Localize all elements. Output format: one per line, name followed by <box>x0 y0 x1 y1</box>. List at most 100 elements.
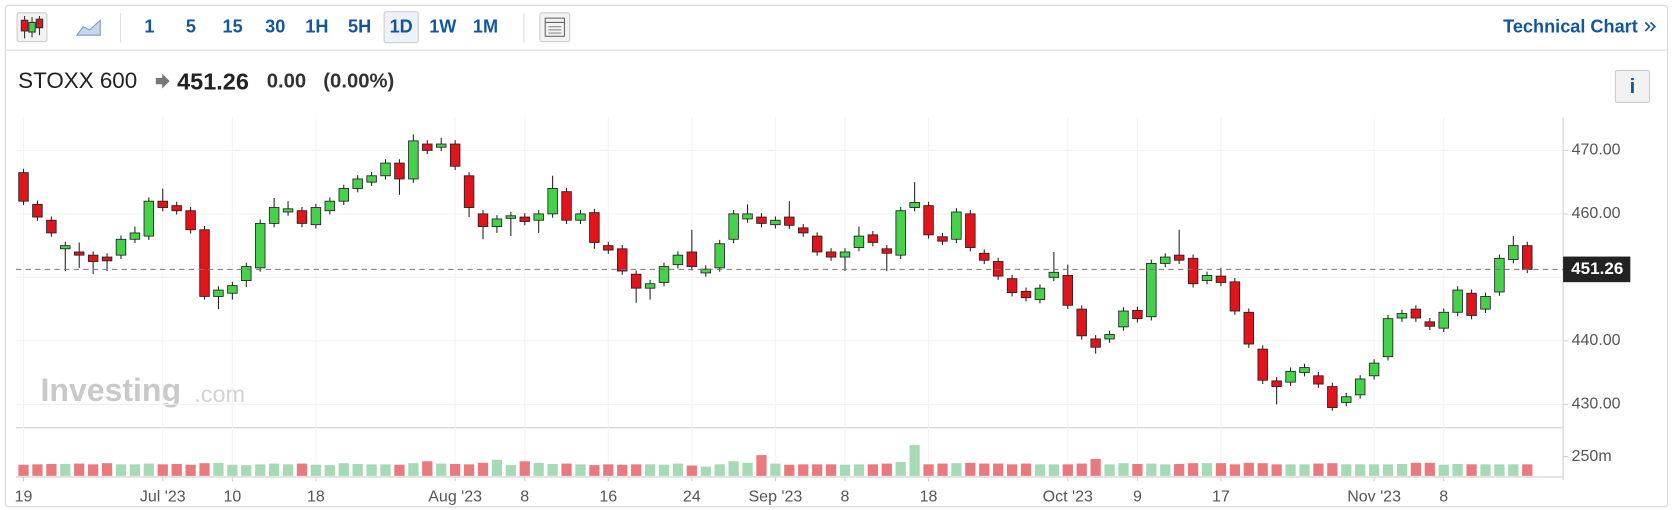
x-tick-label: 9 <box>1133 488 1142 505</box>
candle-icon[interactable] <box>16 12 48 43</box>
volume-bar <box>951 463 962 476</box>
volume-bar <box>853 464 865 476</box>
volume-bar <box>589 465 600 476</box>
link-chevrons[interactable] <box>1644 21 1657 32</box>
volume-bar <box>157 464 168 476</box>
info-button[interactable] <box>1614 69 1651 103</box>
x-tick-label: 16 <box>599 488 617 505</box>
candle-body <box>1020 290 1032 299</box>
volume-bar <box>825 464 837 476</box>
volume-bar <box>575 464 586 476</box>
volume-bar <box>1243 462 1254 476</box>
volume-bar <box>199 463 210 476</box>
candle-body <box>1271 380 1282 388</box>
x-tick-label: Aug '23 <box>428 488 482 505</box>
volume-bar <box>1355 464 1366 476</box>
candle-body <box>296 210 308 224</box>
interval-buttons: 1 5 15 30 1H 5H 1D 1W 1M <box>144 11 498 44</box>
x-tick-label: 19 <box>15 488 33 505</box>
volume-bar <box>1313 463 1324 476</box>
candle-body <box>672 254 684 266</box>
candle-body <box>352 178 363 189</box>
volume-bar <box>255 464 266 476</box>
candle-body <box>937 236 948 242</box>
candle-body <box>115 238 127 256</box>
volume-bar <box>1104 464 1115 476</box>
volume-bar <box>1229 464 1240 476</box>
volume-bar <box>1341 464 1352 476</box>
candle-body <box>254 222 266 269</box>
candle-body <box>282 208 294 213</box>
candle-body <box>798 227 809 234</box>
candle-body <box>867 234 879 243</box>
interval-button[interactable]: 1M <box>473 17 498 37</box>
last-price: 451.26 <box>177 68 249 94</box>
volume-bar <box>756 455 767 476</box>
volume-bar <box>1466 464 1477 476</box>
volume-bar <box>603 464 614 476</box>
volume-bar <box>700 466 711 476</box>
volume-bar <box>631 464 642 476</box>
info-label[interactable]: i <box>1630 76 1636 98</box>
x-tick-label: Jul '23 <box>140 488 186 505</box>
interval-button[interactable]: 1D <box>390 17 413 37</box>
volume-bar <box>143 463 154 476</box>
volume-bar <box>1438 464 1449 476</box>
volume-bar <box>839 464 851 476</box>
interval-button[interactable]: 5H <box>348 17 371 37</box>
x-tick-label: Nov '23 <box>1347 488 1401 505</box>
candle-body <box>157 200 168 208</box>
volume-bar <box>1132 463 1143 476</box>
candle-body <box>463 175 475 208</box>
candle-body <box>895 210 906 256</box>
volume-bar <box>60 463 71 476</box>
candle-body <box>1257 348 1268 381</box>
volume-bar <box>1160 464 1171 476</box>
volume-bar <box>1048 464 1059 476</box>
volume-bar <box>366 464 377 476</box>
candle-body <box>324 200 336 212</box>
volume-bar <box>1382 464 1394 476</box>
candle-body <box>1229 281 1241 312</box>
interval-button[interactable]: 1 <box>144 17 154 37</box>
interval-button[interactable]: 15 <box>223 17 243 37</box>
area-icon[interactable] <box>75 19 101 36</box>
interval-button[interactable]: 30 <box>265 17 285 37</box>
interval-button[interactable]: 1W <box>429 17 457 37</box>
candle-body <box>839 251 851 258</box>
volume-bar <box>1396 463 1408 476</box>
volume-bar <box>1006 464 1018 476</box>
volume-bar <box>213 462 224 476</box>
candle-body <box>1243 311 1255 345</box>
technical-chart-link[interactable]: Technical Chart <box>1503 17 1638 37</box>
interval-button[interactable]: 5 <box>186 17 196 37</box>
candle-body <box>700 268 712 274</box>
candle-body <box>268 207 280 224</box>
candle-body <box>575 213 586 221</box>
candle-body <box>881 248 893 254</box>
candle-body <box>101 256 113 262</box>
interval-button[interactable]: 1H <box>305 17 328 37</box>
candle-body <box>686 251 698 268</box>
candle-body <box>1341 396 1352 403</box>
volume-bar <box>1146 463 1157 476</box>
x-tick-label: 8 <box>841 488 850 505</box>
active-interval-box[interactable] <box>383 11 419 44</box>
volume-bar <box>644 464 656 476</box>
volume-bar <box>1480 464 1491 476</box>
volume-bar <box>282 464 294 476</box>
candle-body <box>1215 275 1227 283</box>
candle-body <box>1076 308 1087 337</box>
candle-body <box>73 251 85 256</box>
volume-bar <box>1257 463 1268 476</box>
volume-bar <box>895 462 906 476</box>
x-tick-label: 17 <box>1212 488 1230 505</box>
volume-bar <box>394 464 405 476</box>
volume-bar <box>436 463 447 476</box>
watermark-brand: Investing <box>41 372 181 408</box>
icon-frame <box>544 17 565 37</box>
candle-body <box>1354 378 1366 396</box>
volume-bar <box>547 463 558 476</box>
layout-icon[interactable] <box>539 12 571 43</box>
